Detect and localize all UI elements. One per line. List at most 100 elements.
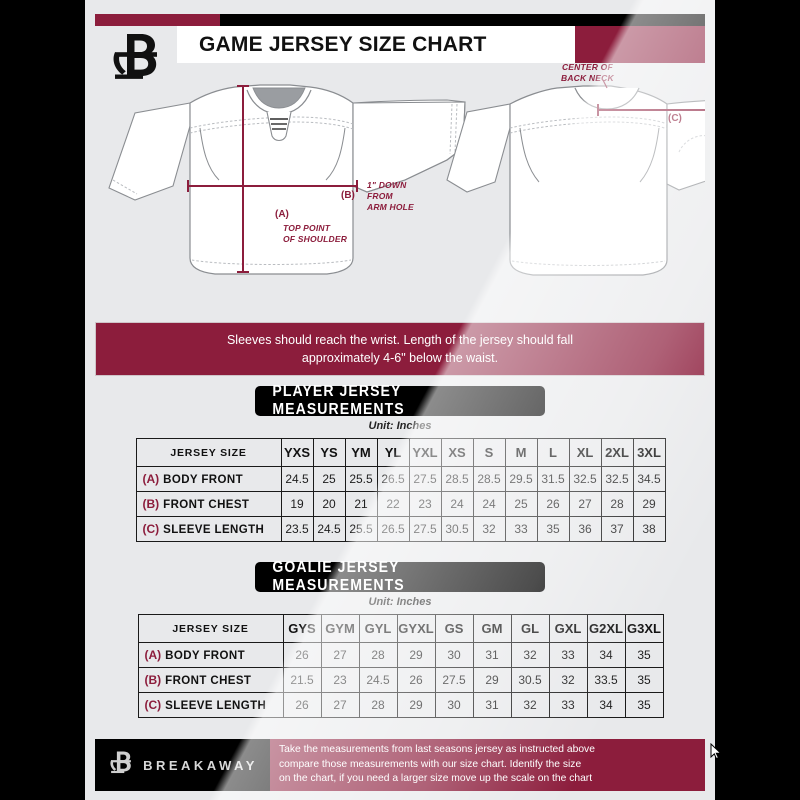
measurement-cell: 32.5 bbox=[568, 466, 602, 492]
table-row: (B) FRONT CHEST 19 20 21 22 23 24 24 25 26 27 28 29 bbox=[135, 491, 666, 517]
column-header-size-3xl: 3XL bbox=[632, 438, 666, 467]
row-label-cell: (A) BODY FRONT bbox=[135, 466, 282, 492]
measurement-cell: 31 bbox=[472, 642, 512, 668]
measurement-cell: 35 bbox=[536, 516, 570, 542]
measurement-cell: 32 bbox=[548, 667, 588, 693]
table-row: (A) BODY FRONT 24.5 25 25.5 26.5 27.5 28.5 28.5 2… bbox=[135, 466, 666, 492]
annotation-letter-a: (A) bbox=[275, 209, 289, 220]
table-header-row: JERSEY SIZE GYS GYM GYL GYXL GS GM GL GXL G2XL G3X… bbox=[137, 614, 664, 643]
row-label-text: SLEEVE LENGTH bbox=[165, 700, 267, 712]
measurement-cell: 26.5 bbox=[376, 466, 410, 492]
measurement-cell: 25.5 bbox=[344, 466, 378, 492]
row-label-text: FRONT CHEST bbox=[163, 499, 250, 511]
fit-note-banner: Sleeves should reach the wrist. Length o… bbox=[95, 322, 705, 376]
player-measurements-table: JERSEY SIZE YXS YS YM YL YXL XS S M L XL 2XL 3XL (A) B… bbox=[135, 438, 666, 542]
row-label-text: BODY FRONT bbox=[163, 474, 243, 486]
row-label-cell: (B) FRONT CHEST bbox=[135, 491, 282, 517]
measurement-cell: 25 bbox=[312, 466, 346, 492]
table-row: (B) FRONT CHEST 21.5 23 24.5 26 27.5 29 30.5 32 33… bbox=[137, 667, 664, 693]
measurement-cell: 33.5 bbox=[586, 667, 626, 693]
measurement-cell: 25 bbox=[504, 491, 538, 517]
measurement-cell: 29 bbox=[472, 667, 512, 693]
row-key-badge: (A) bbox=[142, 472, 160, 486]
column-header-size-m: M bbox=[504, 438, 538, 467]
measurement-cell: 35 bbox=[624, 692, 664, 718]
row-key-badge: (B) bbox=[144, 673, 162, 687]
player-section-heading-pill: PLAYER JERSEY MEASUREMENTS bbox=[255, 383, 545, 418]
measurement-cell: 35 bbox=[624, 642, 664, 668]
row-label-cell: (A) BODY FRONT bbox=[137, 642, 284, 668]
measurement-cell: 28 bbox=[358, 642, 398, 668]
measurement-cell: 28 bbox=[600, 491, 634, 517]
footer-b-logo-icon bbox=[107, 749, 135, 782]
measurement-cell: 37 bbox=[600, 516, 634, 542]
column-header-jersey-size: JERSEY SIZE bbox=[135, 438, 282, 467]
annotation-caption-c: CENTER OF BACK NECK bbox=[561, 62, 614, 83]
table-row: (C) SLEEVE LENGTH 23.5 24.5 25.5 26.5 27.5 30.5… bbox=[135, 516, 666, 542]
row-label-cell: (C) SLEEVE LENGTH bbox=[135, 516, 282, 542]
measurement-cell: 33 bbox=[504, 516, 538, 542]
column-header-size-ym: YM bbox=[344, 438, 378, 467]
column-header-size-yxs: YXS bbox=[280, 438, 314, 467]
column-header-size-gym: GYM bbox=[320, 614, 360, 643]
measurement-cell: 34 bbox=[586, 642, 626, 668]
measurement-cell: 29 bbox=[396, 692, 436, 718]
column-header-size-gl: GL bbox=[510, 614, 550, 643]
table-header-row: JERSEY SIZE YXS YS YM YL YXL XS S M L XL 2XL 3XL bbox=[135, 438, 666, 467]
table-row: (C) SLEEVE LENGTH 26 27 28 29 30 31 32 33 34 35 bbox=[137, 692, 664, 718]
column-header-size-yxl: YXL bbox=[408, 438, 442, 467]
measurement-cell: 27.5 bbox=[434, 667, 474, 693]
measurement-cell: 26 bbox=[282, 642, 322, 668]
measurement-cell: 26 bbox=[396, 667, 436, 693]
column-header-size-g2xl: G2XL bbox=[586, 614, 626, 643]
size-chart-page: GAME JERSEY SIZE CHART bbox=[85, 0, 715, 800]
measurement-cell: 26 bbox=[536, 491, 570, 517]
row-label-text: SLEEVE LENGTH bbox=[163, 524, 265, 536]
column-header-size-yl: YL bbox=[376, 438, 410, 467]
row-label-cell: (B) FRONT CHEST bbox=[137, 667, 284, 693]
measurement-cell: 30.5 bbox=[440, 516, 474, 542]
footer-instructions: Take the measurements from last seasons … bbox=[270, 739, 705, 791]
measurement-cell: 28 bbox=[358, 692, 398, 718]
measurement-cell: 26 bbox=[282, 692, 322, 718]
column-header-size-gs: GS bbox=[434, 614, 474, 643]
back-jersey-illustration bbox=[446, 79, 715, 276]
footer: BREAKAWAY Take the measurements from las… bbox=[95, 739, 705, 791]
measurement-cell: 27 bbox=[568, 491, 602, 517]
measurement-cell: 32 bbox=[510, 642, 550, 668]
column-header-size-2xl: 2XL bbox=[600, 438, 634, 467]
annotation-letter-c: (C) bbox=[668, 113, 682, 124]
top-band-maroon bbox=[95, 14, 220, 26]
player-section-heading: PLAYER JERSEY MEASUREMENTS bbox=[272, 383, 405, 418]
measurement-cell: 24.5 bbox=[358, 667, 398, 693]
measurement-cell: 19 bbox=[280, 491, 314, 517]
column-header-size-gys: GYS bbox=[282, 614, 322, 643]
footer-line-3: on the chart, if you need a larger size … bbox=[279, 773, 593, 785]
measurement-cell: 29 bbox=[632, 491, 666, 517]
measurement-cell: 38 bbox=[632, 516, 666, 542]
row-label-text: BODY FRONT bbox=[165, 650, 245, 662]
measurement-cell: 35 bbox=[624, 667, 664, 693]
measurement-cell: 32.5 bbox=[600, 466, 634, 492]
measurement-cell: 26.5 bbox=[376, 516, 410, 542]
measurement-cell: 24 bbox=[472, 491, 506, 517]
column-header-size-gm: GM bbox=[472, 614, 512, 643]
row-label-cell: (C) SLEEVE LENGTH bbox=[137, 692, 284, 718]
measurement-cell: 20 bbox=[312, 491, 346, 517]
column-header-size-xl: XL bbox=[568, 438, 602, 467]
row-key-badge: (C) bbox=[144, 698, 162, 712]
measurement-cell: 34.5 bbox=[632, 466, 666, 492]
measurement-cell: 28.5 bbox=[472, 466, 506, 492]
column-header-jersey-size: JERSEY SIZE bbox=[137, 614, 284, 643]
table-row: (A) BODY FRONT 26 27 28 29 30 31 32 33 34 35 bbox=[137, 642, 664, 668]
measurement-cell: 29.5 bbox=[504, 466, 538, 492]
column-header-size-xs: XS bbox=[440, 438, 474, 467]
title-box: GAME JERSEY SIZE CHART bbox=[177, 26, 575, 63]
column-header-size-gyl: GYL bbox=[358, 614, 398, 643]
jersey-diagram-area: (A) TOP POINT OF SHOULDER (B) 1" DOWN FR… bbox=[95, 62, 715, 318]
footer-brand-name: BREAKAWAY bbox=[143, 757, 258, 773]
fit-note-line-1: Sleeves should reach the wrist. Length o… bbox=[226, 333, 574, 347]
measurement-cell: 32 bbox=[472, 516, 506, 542]
footer-brand-block: BREAKAWAY bbox=[95, 739, 270, 791]
